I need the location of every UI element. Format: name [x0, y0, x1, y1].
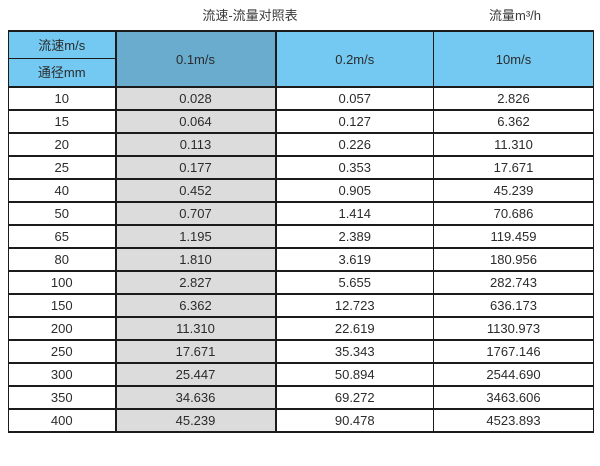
- velocity-axis-label: 流速m/s: [9, 33, 115, 59]
- flow-value-cell: 5.655: [275, 270, 434, 295]
- flow-value-cell: 180.956: [433, 247, 594, 272]
- table-body: 10 0.028 0.057 2.826 15 0.064 0.127 6.362 20 0.11…: [8, 86, 594, 433]
- flow-value-cell: 1.195: [114, 224, 277, 249]
- diameter-cell: 200: [8, 316, 116, 341]
- flow-value-cell: 17.671: [433, 155, 594, 180]
- flow-value-cell: 1.810: [114, 247, 277, 272]
- diameter-cell: 100: [8, 270, 116, 295]
- flow-value-cell: 2.826: [433, 86, 594, 111]
- flow-value-cell: 6.362: [114, 293, 277, 318]
- flow-value-cell: 2.389: [275, 224, 434, 249]
- table-row: 300 25.447 50.894 2544.690: [8, 362, 594, 387]
- table-row: 150 6.362 12.723 636.173: [8, 293, 594, 318]
- flow-value-cell: 34.636: [114, 385, 277, 410]
- page-title: 流速-流量对照表: [202, 8, 298, 23]
- flow-value-cell: 90.478: [275, 408, 434, 433]
- table-row: 40 0.452 0.905 45.239: [8, 178, 594, 203]
- flow-value-cell: 25.447: [114, 362, 277, 387]
- table-header: 流速m/s 通径mm 0.1m/s 0.2m/s 10m/s: [8, 30, 594, 88]
- flow-rate-table: 流速m/s 通径mm 0.1m/s 0.2m/s 10m/s 10 0.028 0.…: [8, 30, 594, 433]
- flow-value-cell: 2544.690: [433, 362, 594, 387]
- flow-value-cell: 0.353: [275, 155, 434, 180]
- flow-value-cell: 1130.973: [433, 316, 594, 341]
- flow-value-cell: 636.173: [433, 293, 594, 318]
- diameter-cell: 150: [8, 293, 116, 318]
- diameter-cell: 10: [8, 86, 116, 111]
- corner-header-cell: 流速m/s 通径mm: [8, 30, 116, 88]
- table-row: 200 11.310 22.619 1130.973: [8, 316, 594, 341]
- flow-value-cell: 3.619: [275, 247, 434, 272]
- flow-value-cell: 50.894: [275, 362, 434, 387]
- flow-value-cell: 0.905: [275, 178, 434, 203]
- flow-value-cell: 45.239: [433, 178, 594, 203]
- flow-value-cell: 6.362: [433, 109, 594, 134]
- flow-value-cell: 35.343: [275, 339, 434, 364]
- table-row: 350 34.636 69.272 3463.606: [8, 385, 594, 410]
- table-row: 25 0.177 0.353 17.671: [8, 155, 594, 180]
- flow-value-cell: 22.619: [275, 316, 434, 341]
- diameter-cell: 20: [8, 132, 116, 157]
- table-row: 10 0.028 0.057 2.826: [8, 86, 594, 111]
- flow-value-cell: 1.414: [275, 201, 434, 226]
- column-header-0.1ms: 0.1m/s: [114, 30, 277, 88]
- flow-value-cell: 0.177: [114, 155, 277, 180]
- flow-value-cell: 0.707: [114, 201, 277, 226]
- diameter-cell: 40: [8, 178, 116, 203]
- flow-value-cell: 119.459: [433, 224, 594, 249]
- header-row: 流速m/s 通径mm 0.1m/s 0.2m/s 10m/s: [8, 30, 594, 88]
- flow-value-cell: 0.226: [275, 132, 434, 157]
- flow-value-cell: 0.028: [114, 86, 277, 111]
- flow-value-cell: 282.743: [433, 270, 594, 295]
- diameter-cell: 350: [8, 385, 116, 410]
- table-row: 15 0.064 0.127 6.362: [8, 109, 594, 134]
- flow-unit-label: 流量m³/h: [488, 8, 541, 23]
- column-header-0.2ms: 0.2m/s: [275, 30, 434, 88]
- flow-value-cell: 0.064: [114, 109, 277, 134]
- flow-value-cell: 0.452: [114, 178, 277, 203]
- flow-value-cell: 0.113: [114, 132, 277, 157]
- diameter-cell: 25: [8, 155, 116, 180]
- flow-value-cell: 2.827: [114, 270, 277, 295]
- table-row: 20 0.113 0.226 11.310: [8, 132, 594, 157]
- diameter-cell: 250: [8, 339, 116, 364]
- table-row: 400 45.239 90.478 4523.893: [8, 408, 594, 433]
- table-row: 80 1.810 3.619 180.956: [8, 247, 594, 272]
- diameter-cell: 15: [8, 109, 116, 134]
- flow-value-cell: 3463.606: [433, 385, 594, 410]
- flow-value-cell: 69.272: [275, 385, 434, 410]
- flow-value-cell: 0.057: [275, 86, 434, 111]
- flow-value-cell: 4523.893: [433, 408, 594, 433]
- page-header: 流速-流量对照表 流量m³/h: [0, 0, 600, 30]
- flow-value-cell: 70.686: [433, 201, 594, 226]
- table-row: 65 1.195 2.389 119.459: [8, 224, 594, 249]
- flow-value-cell: 11.310: [114, 316, 277, 341]
- column-header-10ms: 10m/s: [433, 30, 594, 88]
- flow-value-cell: 1767.146: [433, 339, 594, 364]
- flow-value-cell: 11.310: [433, 132, 594, 157]
- flow-value-cell: 12.723: [275, 293, 434, 318]
- table-row: 250 17.671 35.343 1767.146: [8, 339, 594, 364]
- diameter-cell: 65: [8, 224, 116, 249]
- table-row: 50 0.707 1.414 70.686: [8, 201, 594, 226]
- diameter-cell: 50: [8, 201, 116, 226]
- diameter-axis-label: 通径mm: [37, 65, 86, 80]
- diameter-cell: 300: [8, 362, 116, 387]
- flow-value-cell: 0.127: [275, 109, 434, 134]
- diameter-cell: 400: [8, 408, 116, 433]
- flow-value-cell: 17.671: [114, 339, 277, 364]
- diameter-cell: 80: [8, 247, 116, 272]
- table-row: 100 2.827 5.655 282.743: [8, 270, 594, 295]
- flow-value-cell: 45.239: [114, 408, 277, 433]
